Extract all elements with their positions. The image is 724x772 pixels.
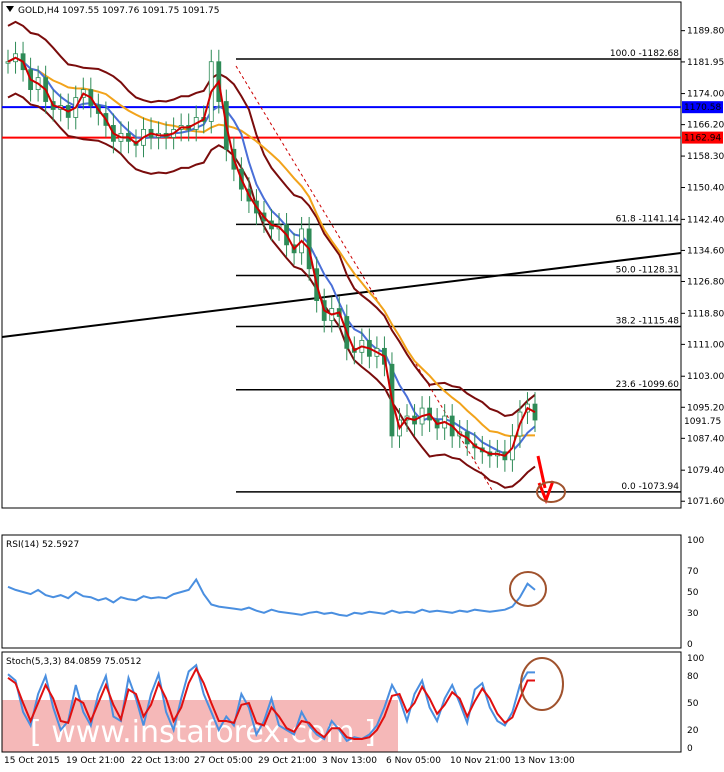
stoch-tick-label: 20 bbox=[687, 726, 699, 736]
fib-level-label: 50.0 -1128.31 bbox=[616, 265, 679, 275]
rsi-highlight-circle bbox=[509, 571, 547, 607]
price-tick-label: 1087.40 bbox=[687, 434, 724, 444]
price-tick-label: 1142.40 bbox=[687, 215, 724, 225]
price-tick-label: 1166.20 bbox=[687, 121, 724, 131]
price-tick-label: 1103.00 bbox=[687, 372, 724, 382]
level-blue-label-text: 1170.58 bbox=[684, 103, 721, 113]
stoch-signal-line bbox=[7, 666, 535, 740]
level-blue-label-box bbox=[682, 101, 723, 114]
price-tick-label: 1071.60 bbox=[687, 497, 724, 507]
price-tick-label: 1134.60 bbox=[687, 246, 724, 256]
level-red-label-box bbox=[682, 131, 723, 144]
fib-level-label: 38.2 -1115.48 bbox=[616, 317, 680, 327]
time-label: 19 Oct 21:00 bbox=[66, 756, 125, 766]
rsi-tick-label: 0 bbox=[687, 640, 693, 650]
rsi-line bbox=[7, 577, 536, 617]
rsi-panel-frame bbox=[1, 534, 682, 649]
price-tick-label: 1174.00 bbox=[687, 90, 724, 100]
time-label: 6 Nov 05:00 bbox=[386, 756, 441, 766]
level-red-label-text: 1162.94 bbox=[684, 134, 721, 144]
ohlc-label: 1097.55 1097.76 1091.75 1091.75 bbox=[62, 6, 219, 16]
rsi-tick-label: 50 bbox=[687, 588, 699, 598]
time-label: 13 Nov 13:00 bbox=[514, 756, 575, 766]
fib-level-label: 23.6 -1099.60 bbox=[616, 380, 680, 390]
stoch-panel-frame bbox=[1, 651, 682, 753]
stoch-tick-label: 0 bbox=[687, 744, 693, 754]
price-tick-label: 1150.40 bbox=[687, 184, 724, 194]
target-circle bbox=[536, 481, 566, 503]
bollinger-upper-band bbox=[7, 20, 536, 418]
price-tick-label: 1126.80 bbox=[687, 277, 724, 287]
stoch-tick-label: 100 bbox=[687, 654, 704, 664]
fibonacci-retracement: 100.0 -1182.68 61.8 -1141.14 50.0 -1128.31… bbox=[236, 49, 681, 493]
rsi-axis: 100 70 50 30 0 bbox=[687, 536, 704, 650]
stoch-highlight-circle bbox=[520, 657, 564, 711]
price-panel-frame bbox=[1, 1, 682, 509]
stoch-main-line bbox=[7, 663, 535, 743]
fib-level-label: 0.0 -1073.94 bbox=[621, 482, 679, 492]
current-price-label-text: 1091.75 bbox=[684, 417, 721, 427]
symbol-label: GOLD,H4 bbox=[18, 6, 60, 16]
dropdown-triangle-icon[interactable] bbox=[6, 6, 14, 12]
time-label: 3 Nov 13:00 bbox=[322, 756, 377, 766]
stoch-tick-label: 50 bbox=[687, 699, 699, 709]
stoch-tick-label: 80 bbox=[687, 672, 699, 682]
rsi-tick-label: 30 bbox=[687, 609, 699, 619]
time-label: 22 Oct 13:00 bbox=[131, 756, 190, 766]
rsi-tick-label: 100 bbox=[687, 536, 704, 546]
current-price-label-box bbox=[682, 415, 723, 428]
price-tick-label: 1095.20 bbox=[687, 403, 724, 413]
watermark: [ www.instaforex.com ] bbox=[2, 700, 398, 752]
stoch-title: Stoch(5,3,3) 84.0859 75.0512 bbox=[6, 657, 141, 667]
price-tick-label: 1181.95 bbox=[687, 58, 724, 68]
trendline bbox=[1, 252, 682, 338]
time-label: 15 Oct 2015 bbox=[4, 756, 60, 766]
time-axis: 15 Oct 2015 19 Oct 21:00 22 Oct 13:00 27 Oc… bbox=[4, 756, 575, 766]
price-tick-label: 1111.00 bbox=[687, 340, 724, 350]
watermark-band bbox=[2, 700, 398, 752]
price-tick-label: 1189.80 bbox=[687, 27, 724, 37]
price-axis: 1189.80 1181.95 1174.00 1166.20 1158.30 1150.… bbox=[681, 27, 724, 507]
moving-average-orange bbox=[7, 56, 535, 438]
price-tick-label: 1079.40 bbox=[687, 466, 724, 476]
candle-body bbox=[5, 61, 11, 64]
projection-dashed-line bbox=[235, 65, 493, 491]
price-axis-labels: 1170.58 1162.94 1091.75 bbox=[682, 101, 723, 428]
stoch-axis: 100 80 50 20 0 bbox=[687, 654, 704, 754]
watermark-text: [ www.instaforex.com ] bbox=[30, 715, 376, 750]
fib-level-label: 100.0 -1182.68 bbox=[610, 49, 679, 59]
rsi-tick-label: 70 bbox=[687, 567, 699, 577]
price-tick-label: 1118.80 bbox=[687, 309, 724, 319]
rsi-title: RSI(14) 52.5927 bbox=[6, 540, 79, 550]
moving-average-red bbox=[7, 56, 536, 457]
time-label: 29 Oct 21:00 bbox=[258, 756, 317, 766]
arrow-head bbox=[537, 480, 555, 505]
time-label: 10 Nov 21:00 bbox=[450, 756, 511, 766]
time-label: 27 Oct 05:00 bbox=[194, 756, 253, 766]
price-tick-label: 1158.30 bbox=[687, 152, 724, 162]
fib-level-label: 61.8 -1141.14 bbox=[616, 214, 680, 224]
